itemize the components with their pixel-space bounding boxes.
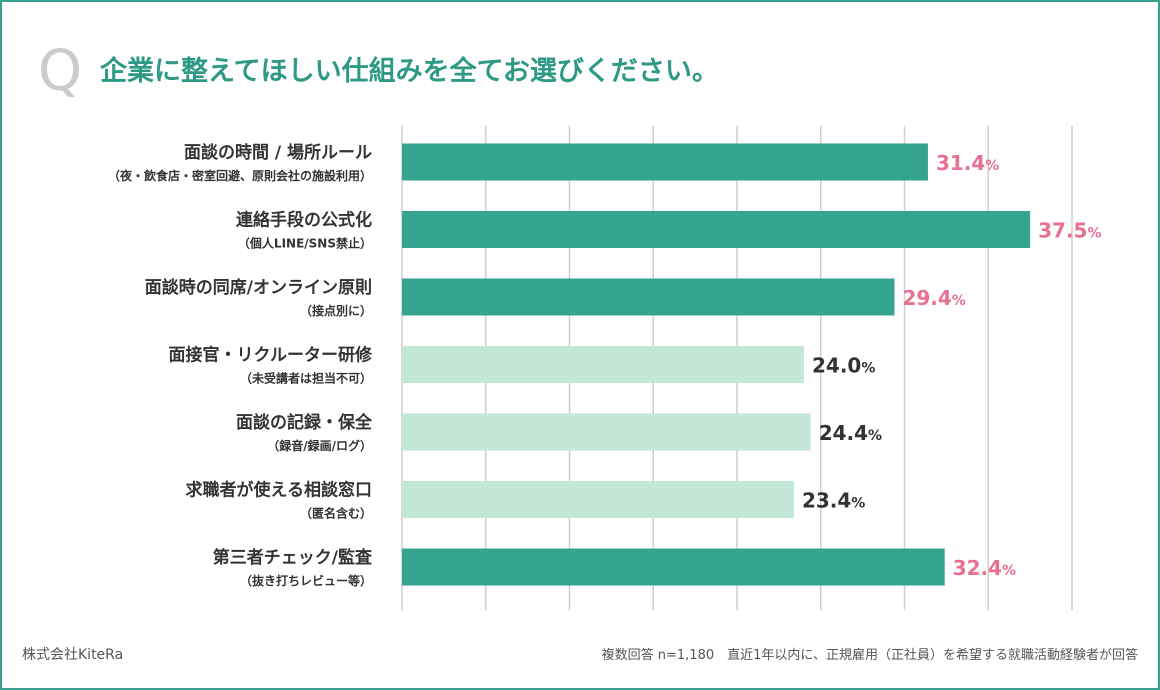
survey-note: 複数回答 n=1,180 直近1年以内に、正規雇用（正社員）を希望する就職活動経… [601, 648, 1138, 663]
category-label: 求職者が使える相談窓口 [186, 480, 373, 501]
category-sublabel: （抜き打ちレビュー等） [240, 573, 372, 588]
category-sublabel: （録音/録画/ログ） [267, 438, 372, 453]
category-sublabel: （匿名含む） [300, 506, 372, 521]
bar [402, 278, 895, 316]
bar [402, 143, 928, 181]
category-label: 第三者チェック/監査 [213, 547, 373, 568]
category-sublabel: （未受講者は担当不可） [240, 371, 372, 386]
value-label: 31.4% [936, 151, 999, 175]
value-label: 24.4% [819, 421, 882, 445]
category-sublabel: （夜・飲食店・密室回避、原則会社の施設利用） [108, 168, 372, 183]
value-label: 23.4% [802, 489, 865, 513]
bar [402, 346, 804, 383]
value-label: 24.0% [812, 354, 875, 378]
category-sublabel: （個人LINE/SNS禁止） [238, 236, 372, 251]
value-label: 32.4% [953, 556, 1016, 580]
question-mark-q: Q [38, 39, 83, 104]
bar [402, 481, 794, 518]
bar [402, 548, 945, 586]
question-title: 企業に整えてほしい仕組みを全てお選びください。 [100, 56, 719, 87]
value-label: 29.4% [902, 286, 965, 310]
category-label: 面談の時間 / 場所ルール [184, 142, 372, 163]
category-label: 面接官・リクルーター研修 [169, 345, 373, 366]
category-label: 連絡手段の公式化 [236, 210, 372, 231]
bar [402, 211, 1031, 248]
company-name: 株式会社KiteRa [22, 647, 124, 663]
category-label: 面談時の同席/オンライン原則 [145, 277, 372, 298]
category-sublabel: （接点別に） [300, 303, 372, 318]
bar [402, 413, 811, 451]
category-label: 面談の記録・保全 [236, 412, 373, 433]
value-label: 37.5% [1038, 219, 1101, 243]
